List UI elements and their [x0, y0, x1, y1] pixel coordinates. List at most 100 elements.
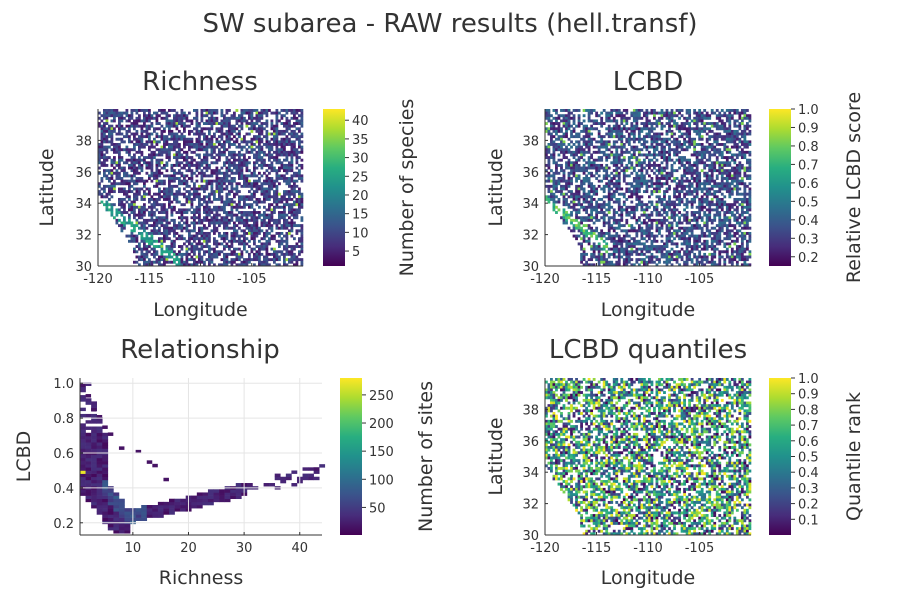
heatmap-cell [180, 124, 184, 128]
heatmap-cell [625, 211, 629, 214]
heatmap-cell [577, 221, 581, 225]
heatmap-cell [637, 127, 641, 131]
heatmap-cell [260, 174, 264, 178]
heatmap-cell [105, 200, 109, 204]
heatmap-cell [585, 177, 589, 180]
heatmap-cell [678, 203, 681, 207]
heatmap-cell [607, 237, 611, 241]
heatmap-cell [655, 200, 659, 204]
heatmap-cell [625, 182, 629, 186]
heatmap-cell [150, 174, 154, 178]
heatmap-cell [230, 177, 234, 180]
heatmap-cell [190, 258, 194, 262]
heatmap-cell [205, 231, 209, 235]
heatmap-cell [668, 127, 671, 131]
heatmap-cell [605, 145, 609, 149]
heatmap-cell [575, 174, 578, 178]
heatmap-cell [668, 153, 671, 157]
heatmap-cell [203, 216, 206, 220]
heatmap-cell [165, 226, 169, 230]
heatmap-cell [213, 221, 216, 225]
heatmap-cell [208, 250, 211, 254]
heatmap-cell [668, 239, 671, 243]
heatmap-cell [650, 111, 654, 115]
heatmap-cell [283, 208, 286, 212]
heatmap-cell [615, 150, 619, 154]
heatmap-cell [223, 174, 226, 178]
heatmap-cell [205, 127, 209, 131]
heatmap-cell [590, 205, 594, 209]
heatmap-cell [135, 169, 139, 173]
heatmap-cell [642, 221, 646, 225]
heatmap-cell [600, 197, 604, 201]
heatmap-cell [555, 161, 558, 165]
heatmap-cell [133, 192, 136, 196]
heatmap-cell [550, 184, 553, 188]
heatmap-cell [285, 250, 289, 254]
heatmap-cell [165, 231, 169, 235]
heatmap-cell [135, 129, 139, 133]
heatmap-cell [565, 213, 568, 217]
heatmap-cell [150, 213, 154, 217]
heatmap-cell [612, 177, 616, 180]
heatmap-cell [645, 224, 649, 228]
heatmap-cell [670, 226, 674, 230]
heatmap-cell [280, 174, 284, 178]
heatmap-cell [215, 245, 219, 248]
heatmap-cell [215, 184, 219, 188]
heatmap-cell [673, 179, 676, 183]
heatmap-cell [637, 203, 641, 207]
heatmap-cell [617, 250, 621, 254]
heatmap-cell [650, 234, 654, 238]
heatmap-cell [290, 179, 294, 183]
heatmap-cell [223, 255, 226, 259]
heatmap-cell [625, 242, 629, 246]
heatmap-cell [663, 195, 666, 199]
heatmap-cell [645, 263, 649, 267]
heatmap-cell [658, 179, 661, 183]
heatmap-cell [290, 226, 294, 230]
heatmap-cell [138, 114, 141, 118]
heatmap-cell [240, 221, 244, 225]
heatmap-cell [575, 150, 578, 154]
heatmap-cell [610, 216, 614, 220]
heatmap-cell [280, 132, 284, 136]
heatmap-cell [105, 156, 109, 160]
heatmap-cell [270, 195, 274, 199]
heatmap-cell [190, 158, 194, 162]
heatmap-cell [615, 156, 619, 160]
heatmap-cell [283, 143, 286, 146]
heatmap-cell [627, 190, 631, 194]
heatmap-cell [145, 226, 149, 230]
heatmap-cell [170, 169, 174, 173]
heatmap-cell [228, 197, 231, 201]
heatmap-cell [283, 245, 286, 248]
heatmap-cell [98, 111, 101, 115]
heatmap-cell [565, 200, 568, 204]
heatmap-cell [555, 187, 558, 191]
heatmap-cell [203, 153, 206, 157]
heatmap-cell [265, 197, 269, 201]
heatmap-cell [653, 111, 656, 115]
heatmap-cell [587, 137, 591, 141]
heatmap-cell [203, 161, 206, 165]
heatmap-cell [595, 211, 599, 214]
heatmap-cell [617, 111, 621, 115]
heatmap-cell [245, 197, 249, 201]
heatmap-cell [240, 122, 244, 125]
heatmap-cell [235, 119, 239, 123]
heatmap-cell [665, 250, 669, 254]
heatmap-cell [165, 208, 169, 212]
heatmap-cell [243, 140, 246, 144]
heatmap-cell [617, 156, 621, 160]
heatmap-cell [270, 182, 274, 186]
heatmap-cell [670, 119, 674, 123]
heatmap-cell [545, 145, 548, 149]
heatmap-cell [138, 158, 141, 162]
heatmap-cell [165, 255, 169, 259]
heatmap-cell [632, 150, 636, 154]
heatmap-cell [625, 150, 629, 154]
heatmap-cell [283, 226, 286, 230]
heatmap-cell [665, 129, 669, 133]
heatmap-cell [158, 226, 161, 230]
